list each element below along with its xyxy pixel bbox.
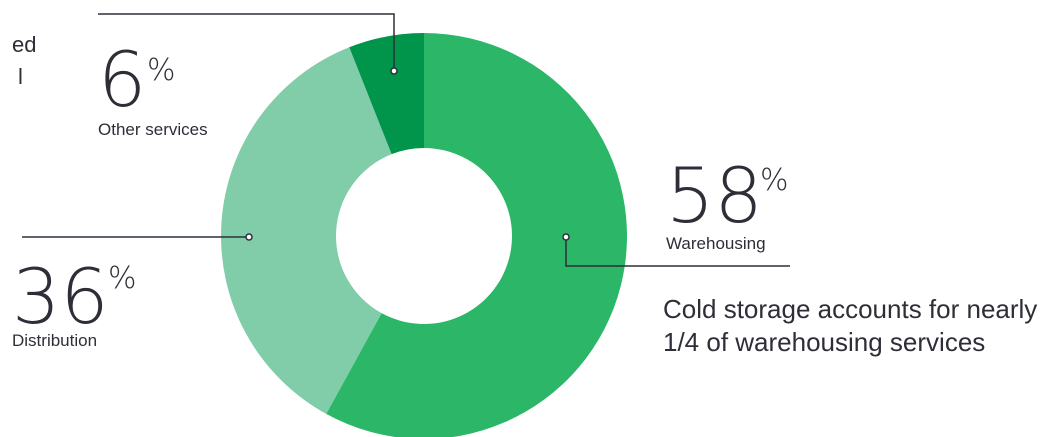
warehousing-value: 58 [666,151,763,240]
warehousing-label: Warehousing [666,234,766,253]
slice-distribution [221,47,392,414]
leader-dot-warehousing [562,233,570,241]
partial-text-line-2: l [18,64,23,89]
distribution-label: Distribution [12,331,97,350]
other-services-percent-sign: % [147,53,176,88]
other-services-label: Other services [98,120,208,139]
distribution-value: 36 [12,252,109,341]
cold-storage-annotation: Cold storage accounts for nearly 1/4 of … [663,294,1038,357]
other-services-value: 6 [98,35,146,124]
leader-dot-other-services [390,67,398,75]
warehousing-percent-sign: % [760,163,789,198]
slice-warehousing [326,33,627,437]
leader-line-other-services [98,13,395,71]
slice-other-services [349,33,424,155]
leader-line-warehousing [565,237,790,267]
leader-dot-distribution [245,233,253,241]
distribution-percent-sign: % [108,261,137,296]
partial-text-line-1: ed [12,32,36,57]
